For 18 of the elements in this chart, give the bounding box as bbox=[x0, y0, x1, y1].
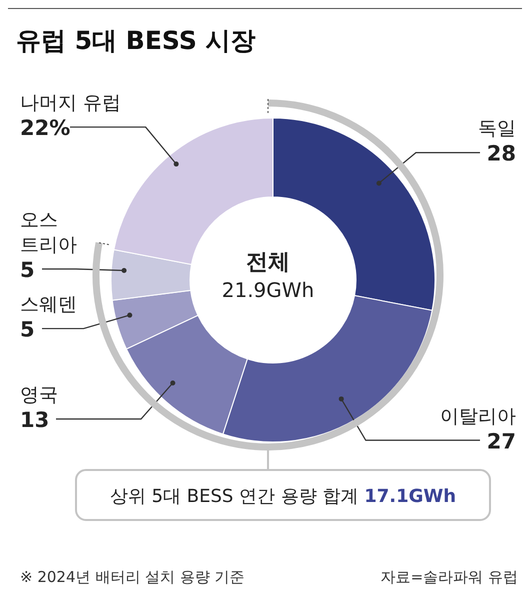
slice-label: 독일 bbox=[478, 118, 516, 140]
slice-label: 이탈리아 bbox=[440, 405, 516, 428]
text: 전체 bbox=[246, 250, 290, 275]
slice-label: 오스트리아 bbox=[20, 208, 77, 256]
data-label: 13 bbox=[20, 408, 50, 432]
slice-label: 영국 bbox=[20, 384, 58, 406]
data-label: 5 bbox=[20, 258, 35, 282]
slice-label: 나머지 유럽 bbox=[20, 92, 122, 114]
data-label: 28 bbox=[486, 142, 516, 166]
text: 자료=솔라파워 유럽 bbox=[380, 568, 518, 586]
slice-label: 스웨덴 bbox=[20, 294, 77, 316]
chart-title: 유럽 5대 BESS 시장 bbox=[16, 25, 256, 57]
text: ※ 2024년 배터리 설치 용량 기준 bbox=[20, 568, 245, 586]
text: 21.9GWh bbox=[222, 278, 314, 302]
data-label: 22% bbox=[20, 116, 70, 140]
data-label: 27 bbox=[486, 429, 516, 454]
text: 상위 5대 BESS 연간 용량 합계 17.1GWh bbox=[110, 486, 456, 507]
data-label: 5 bbox=[20, 318, 35, 342]
